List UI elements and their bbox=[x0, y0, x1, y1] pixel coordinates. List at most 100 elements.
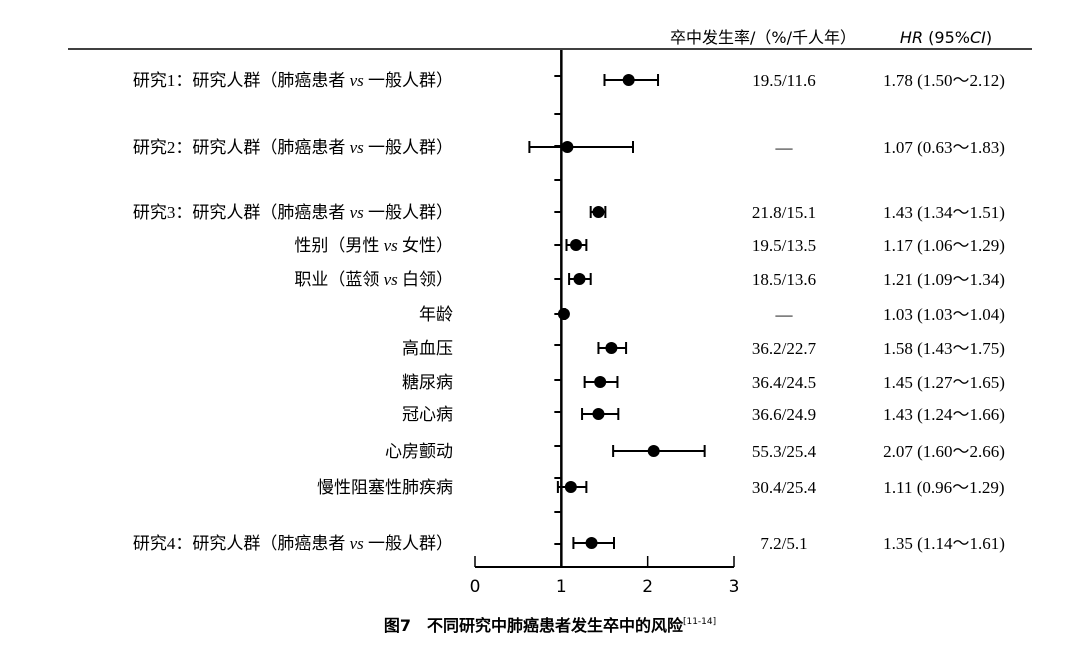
row-label: 高血压 bbox=[402, 339, 453, 358]
hr-value: 1.21 (1.09～1.34) bbox=[883, 270, 1005, 289]
row-label: 研究1：研究人群（肺癌患者 vs 一般人群） bbox=[133, 71, 453, 90]
rate-value: 36.2/22.7 bbox=[752, 339, 817, 358]
rate-value: 36.6/24.9 bbox=[752, 405, 816, 424]
hr-value: 1.45 (1.27～1.65) bbox=[883, 373, 1005, 392]
hr-header-hr: HR bbox=[900, 28, 923, 47]
rate-value: 7.2/5.1 bbox=[760, 534, 807, 553]
row-label: 职业（蓝领 vs 白领） bbox=[294, 270, 453, 289]
row-label-rest: 一般人群） bbox=[364, 138, 453, 157]
row-label: 性别（男性 vs 女性） bbox=[294, 236, 453, 255]
row-label: 心房颤动 bbox=[385, 442, 453, 461]
hr-point bbox=[585, 537, 598, 549]
x-tick-label: 0 bbox=[470, 577, 481, 597]
hr-point bbox=[561, 141, 574, 153]
rate-value: — bbox=[775, 305, 794, 324]
rate-value: 18.5/13.6 bbox=[752, 270, 816, 289]
row-label: 研究3：研究人群（肺癌患者 vs 一般人群） bbox=[133, 203, 453, 222]
forest-row: 慢性阻塞性肺疾病 30.4/25.4 1.11 (0.96～1.29) bbox=[317, 477, 1005, 497]
row-label: 研究2：研究人群（肺癌患者 vs 一般人群） bbox=[133, 138, 453, 157]
row-label: 冠心病 bbox=[402, 405, 453, 424]
row-label: 慢性阻塞性肺疾病 bbox=[317, 477, 453, 497]
forest-row: 研究3：研究人群（肺癌患者 vs 一般人群） 21.8/15.1 1.43 (1.3… bbox=[133, 203, 1005, 222]
forest-row: 年龄 — 1.03 (1.03～1.04) bbox=[419, 305, 1005, 324]
x-tick-label: 1 bbox=[556, 577, 567, 597]
hr-value: 1.03 (1.03～1.04) bbox=[883, 305, 1005, 324]
hr-point bbox=[564, 481, 577, 493]
forest-row: 研究2：研究人群（肺癌患者 vs 一般人群） — 1.07 (0.63～1.83) bbox=[133, 138, 1005, 157]
caption-ref: [11-14] bbox=[683, 617, 716, 627]
row-label-text: 冠心病 bbox=[402, 405, 453, 424]
row-label-rest: 一般人群） bbox=[364, 71, 453, 90]
hr-point bbox=[570, 239, 583, 251]
hr-header-ci: CI bbox=[970, 28, 986, 47]
hr-value: 1.35 (1.14～1.61) bbox=[883, 534, 1005, 553]
forest-row: 性别（男性 vs 女性） 19.5/13.5 1.17 (1.06～1.29) bbox=[294, 236, 1005, 255]
row-label-text: 研究1：研究人群（肺癌患者 bbox=[133, 71, 350, 90]
row-label-text: 研究3：研究人群（肺癌患者 bbox=[133, 203, 350, 222]
row-label-rest: 女性） bbox=[398, 236, 453, 255]
row-label-vs: vs bbox=[350, 534, 365, 553]
forest-rows: 研究1：研究人群（肺癌患者 vs 一般人群） 19.5/11.6 1.78 (1.5… bbox=[133, 71, 1005, 553]
hr-value: 1.11 (0.96～1.29) bbox=[883, 478, 1004, 497]
row-label-text: 年龄 bbox=[419, 305, 453, 324]
x-tick-label: 3 bbox=[729, 577, 740, 597]
row-label-vs: vs bbox=[384, 236, 399, 255]
rate-value: 21.8/15.1 bbox=[752, 203, 816, 222]
rate-value: — bbox=[775, 138, 794, 157]
hr-column-header: HR (95%CI) bbox=[900, 28, 992, 47]
row-label: 年龄 bbox=[419, 305, 453, 324]
rate-column-header: 卒中发生率/（%/千人年） bbox=[670, 28, 856, 47]
hr-point bbox=[557, 308, 570, 320]
forest-row: 冠心病 36.6/24.9 1.43 (1.24～1.66) bbox=[402, 405, 1005, 424]
row-label-text: 职业（蓝领 bbox=[294, 270, 383, 289]
row-label-vs: vs bbox=[384, 270, 399, 289]
row-label-text: 性别（男性 bbox=[294, 236, 383, 255]
hr-point bbox=[592, 206, 605, 218]
hr-value: 1.07 (0.63～1.83) bbox=[883, 138, 1005, 157]
hr-point bbox=[647, 445, 660, 457]
forest-row: 研究1：研究人群（肺癌患者 vs 一般人群） 19.5/11.6 1.78 (1.5… bbox=[133, 71, 1005, 90]
hr-point bbox=[573, 273, 586, 285]
row-label-vs: vs bbox=[350, 138, 365, 157]
forest-row: 高血压 36.2/22.7 1.58 (1.43～1.75) bbox=[402, 339, 1005, 358]
hr-value: 1.78 (1.50～2.12) bbox=[883, 71, 1005, 90]
hr-header-mid: (95% bbox=[923, 28, 970, 47]
rate-value: 30.4/25.4 bbox=[752, 478, 817, 497]
row-label-text: 高血压 bbox=[402, 339, 453, 358]
x-axis-ticks: 0 1 2 3 bbox=[470, 556, 740, 597]
row-label-text: 研究2：研究人群（肺癌患者 bbox=[133, 138, 350, 157]
rate-value: 19.5/13.5 bbox=[752, 236, 816, 255]
hr-point bbox=[605, 342, 618, 354]
forest-row: 糖尿病 36.4/24.5 1.45 (1.27～1.65) bbox=[402, 373, 1005, 392]
forest-row: 心房颤动 55.3/25.4 2.07 (1.60～2.66) bbox=[385, 442, 1005, 461]
hr-value: 2.07 (1.60～2.66) bbox=[883, 442, 1005, 461]
hr-value: 1.17 (1.06～1.29) bbox=[883, 236, 1005, 255]
row-label-text: 糖尿病 bbox=[402, 373, 453, 392]
row-label-rest: 一般人群） bbox=[364, 534, 453, 553]
forest-row: 研究4：研究人群（肺癌患者 vs 一般人群） 7.2/5.1 1.35 (1.14～… bbox=[133, 534, 1005, 553]
forest-row: 职业（蓝领 vs 白领） 18.5/13.6 1.21 (1.09～1.34) bbox=[294, 270, 1005, 289]
row-label-text: 研究4：研究人群（肺癌患者 bbox=[133, 534, 350, 553]
row-label-vs: vs bbox=[350, 71, 365, 90]
rate-value: 19.5/11.6 bbox=[752, 71, 816, 90]
row-label-rest: 一般人群） bbox=[364, 203, 453, 222]
hr-header-end: ) bbox=[986, 28, 992, 47]
row-ticks bbox=[554, 75, 562, 545]
hr-value: 1.58 (1.43～1.75) bbox=[883, 339, 1005, 358]
rate-value: 55.3/25.4 bbox=[752, 442, 817, 461]
hr-point bbox=[594, 376, 607, 388]
row-label: 糖尿病 bbox=[402, 373, 453, 392]
row-label-text: 慢性阻塞性肺疾病 bbox=[317, 477, 453, 497]
hr-point bbox=[622, 74, 635, 86]
row-label-rest: 白领） bbox=[398, 270, 453, 289]
hr-point bbox=[592, 408, 605, 420]
row-label-text: 心房颤动 bbox=[385, 442, 453, 461]
hr-value: 1.43 (1.24～1.66) bbox=[883, 405, 1005, 424]
figure-caption: 图7 不同研究中肺癌患者发生卒中的风险[11-14] bbox=[384, 616, 716, 635]
row-label-vs: vs bbox=[350, 203, 365, 222]
row-label: 研究4：研究人群（肺癌患者 vs 一般人群） bbox=[133, 534, 453, 553]
caption-text: 图7 不同研究中肺癌患者发生卒中的风险 bbox=[384, 616, 684, 635]
hr-value: 1.43 (1.34～1.51) bbox=[883, 203, 1005, 222]
x-tick-label: 2 bbox=[642, 577, 653, 597]
